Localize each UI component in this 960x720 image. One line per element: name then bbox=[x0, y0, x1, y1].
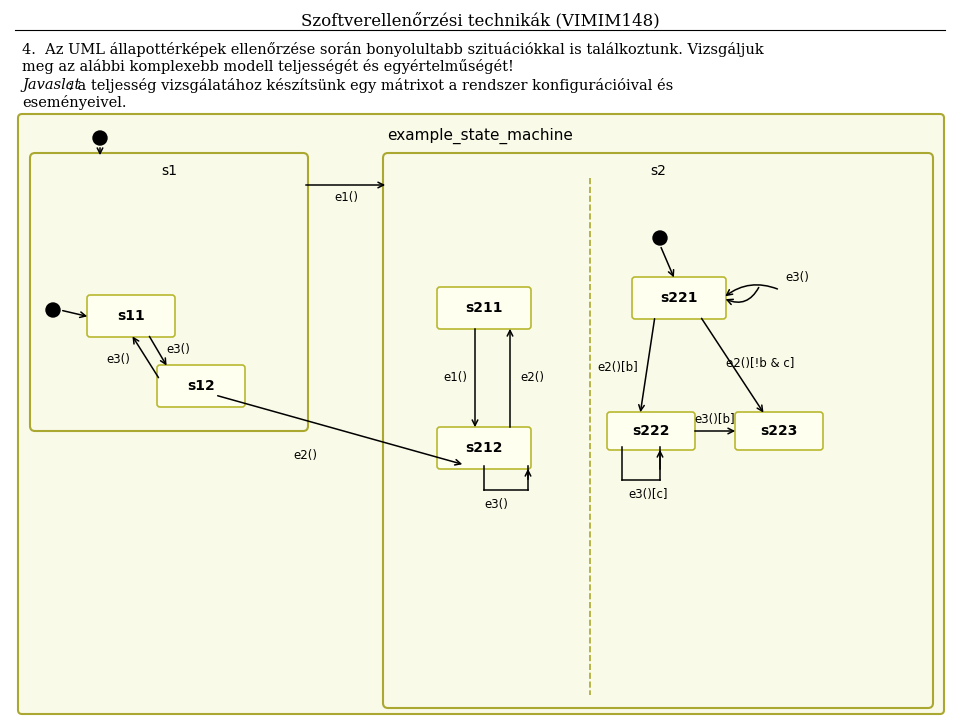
Text: s221: s221 bbox=[660, 291, 698, 305]
Text: e3()[c]: e3()[c] bbox=[628, 488, 667, 501]
FancyBboxPatch shape bbox=[157, 365, 245, 407]
FancyBboxPatch shape bbox=[437, 287, 531, 329]
Text: Javaslat: Javaslat bbox=[22, 78, 81, 92]
Circle shape bbox=[653, 231, 667, 245]
Text: s212: s212 bbox=[466, 441, 503, 455]
Text: Szoftverellenőrzési technikák (VIMIM148): Szoftverellenőrzési technikák (VIMIM148) bbox=[300, 12, 660, 29]
Circle shape bbox=[46, 303, 60, 317]
Text: e1(): e1() bbox=[334, 192, 358, 204]
Text: e2()[!b & c]: e2()[!b & c] bbox=[726, 356, 794, 369]
Circle shape bbox=[93, 131, 107, 145]
Text: s2: s2 bbox=[650, 164, 666, 178]
FancyBboxPatch shape bbox=[30, 153, 308, 431]
Text: example_state_machine: example_state_machine bbox=[387, 128, 573, 144]
FancyBboxPatch shape bbox=[735, 412, 823, 450]
Text: s11: s11 bbox=[117, 309, 145, 323]
Text: e3(): e3() bbox=[166, 343, 190, 356]
Text: 4.  Az UML állapottérképek ellenőrzése során bonyolultabb szituációkkal is talál: 4. Az UML állapottérképek ellenőrzése so… bbox=[22, 42, 764, 57]
Text: eseményeivel.: eseményeivel. bbox=[22, 95, 127, 110]
Text: s211: s211 bbox=[466, 301, 503, 315]
FancyBboxPatch shape bbox=[18, 114, 944, 714]
Text: e3(): e3() bbox=[484, 498, 508, 511]
Text: e1(): e1() bbox=[443, 372, 467, 384]
Text: : a teljesség vizsgálatához készítsünk egy mátrixot a rendszer konfigurációival : : a teljesség vizsgálatához készítsünk e… bbox=[68, 78, 673, 93]
Text: e2(): e2() bbox=[520, 372, 544, 384]
Text: e3(): e3() bbox=[785, 271, 809, 284]
FancyBboxPatch shape bbox=[632, 277, 726, 319]
FancyBboxPatch shape bbox=[437, 427, 531, 469]
Text: s12: s12 bbox=[187, 379, 215, 393]
Text: e3(): e3() bbox=[106, 354, 130, 366]
Text: meg az alábbi komplexebb modell teljességét és egyértelműségét!: meg az alábbi komplexebb modell teljessé… bbox=[22, 59, 514, 74]
Text: e2()[b]: e2()[b] bbox=[598, 361, 638, 374]
FancyBboxPatch shape bbox=[383, 153, 933, 708]
Text: e3()[b]: e3()[b] bbox=[695, 413, 735, 426]
Text: e2(): e2() bbox=[293, 449, 317, 462]
Text: s223: s223 bbox=[760, 424, 798, 438]
Text: s1: s1 bbox=[161, 164, 177, 178]
FancyBboxPatch shape bbox=[87, 295, 175, 337]
Text: s222: s222 bbox=[633, 424, 670, 438]
FancyBboxPatch shape bbox=[607, 412, 695, 450]
